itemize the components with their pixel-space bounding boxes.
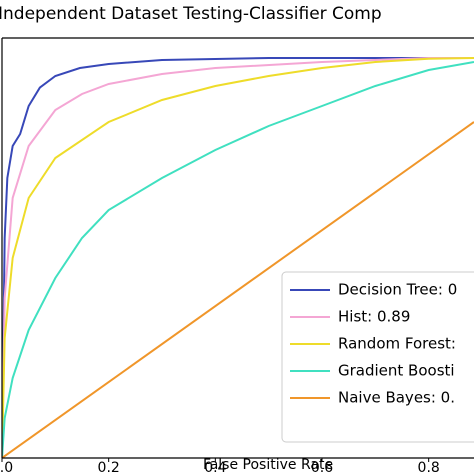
- legend: Decision Tree: 0 Hist: 0.89 Random Forest:…: [281, 271, 474, 443]
- plot-area: [2, 57, 474, 458]
- x-tick-label: 0.0: [0, 460, 13, 474]
- roc-curve: [2, 61, 474, 458]
- legend-label: Gradient Boosti: [338, 362, 455, 380]
- roc-curve: [2, 121, 474, 458]
- roc-curve: [2, 57, 474, 458]
- legend-label: Random Forest:: [338, 335, 456, 353]
- legend-label: Naive Bayes: 0.: [338, 389, 455, 407]
- x-axis-label: False Positive Rate: [203, 457, 333, 473]
- x-tick-label: 0.2: [98, 460, 120, 474]
- roc-curve: [2, 57, 474, 458]
- chart-title: Independent Dataset Testing-Classifier C…: [0, 4, 382, 24]
- legend-label: Decision Tree: 0: [338, 281, 457, 299]
- roc-curve: [2, 57, 474, 458]
- x-tick-label: 0.8: [418, 460, 440, 474]
- legend-label: Hist: 0.89: [338, 308, 410, 326]
- x-tick-label: 0.6: [311, 460, 333, 474]
- legend-box: [281, 271, 474, 443]
- x-tick-label: 0.4: [204, 460, 226, 474]
